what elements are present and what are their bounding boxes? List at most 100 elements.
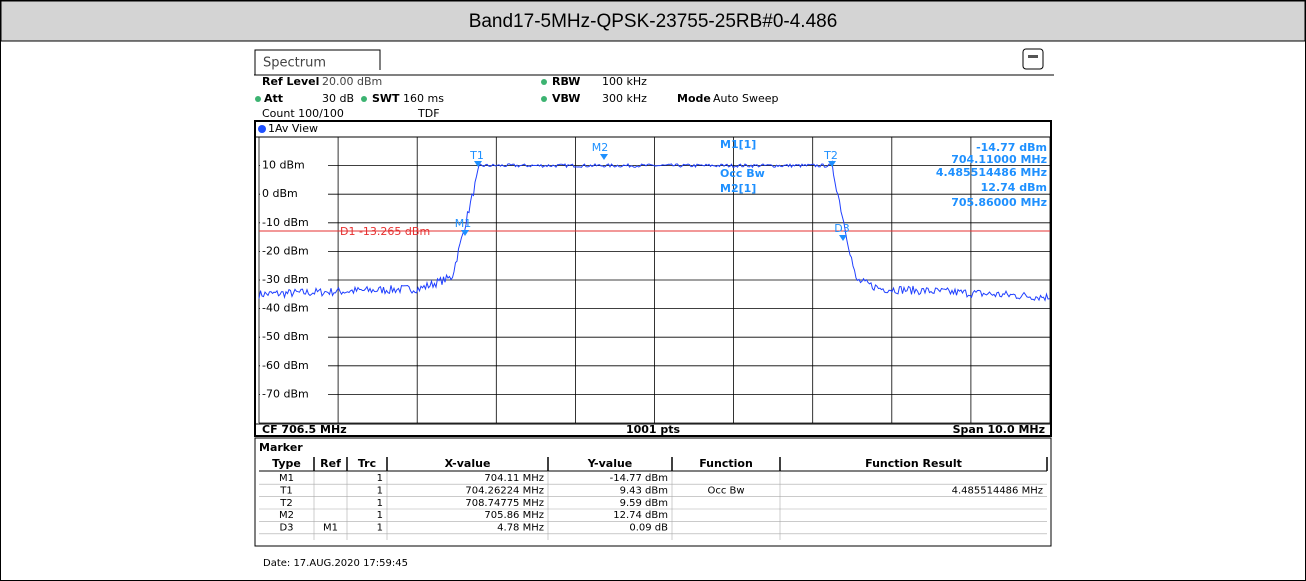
table-cell: T1 bbox=[279, 485, 292, 496]
trace bbox=[258, 160, 1050, 302]
header-title: Band17-5MHz-QPSK-23755-25RB#0-4.486 bbox=[469, 11, 838, 32]
table-cell: D3 bbox=[279, 523, 293, 534]
footer-cf: CF 706.5 MHz bbox=[262, 423, 347, 436]
tab-label: Spectrum bbox=[263, 56, 326, 71]
column-header: Function bbox=[699, 457, 753, 470]
table-cell: 704.26224 MHz bbox=[465, 485, 544, 496]
tab-outline bbox=[254, 49, 381, 75]
setting-dot bbox=[255, 96, 261, 102]
table-cell: 1 bbox=[377, 473, 383, 484]
setting-value: 300 kHz bbox=[602, 92, 647, 105]
y-label: 0 dBm bbox=[262, 187, 298, 200]
y-label: -40 dBm bbox=[262, 302, 309, 315]
readout: M1[1] -14.77 dBm 704.11000 MHz Occ Bw 4.… bbox=[720, 138, 1047, 209]
y-label-bg bbox=[260, 387, 328, 402]
table-cell: Occ Bw bbox=[707, 485, 744, 496]
column-header: Type bbox=[272, 457, 301, 470]
table-cell: 704.11 MHz bbox=[484, 473, 544, 484]
setting-dot bbox=[361, 96, 367, 102]
view-dot bbox=[258, 125, 266, 133]
setting-label: SWT bbox=[372, 92, 400, 105]
plot-marker-arrow bbox=[474, 161, 482, 167]
table-cell: 9.59 dBm bbox=[620, 498, 668, 509]
grid: 10 dBm 0 dBm -10 dBm -20 dBm -30 dBm -40 dBm -… bbox=[258, 136, 1051, 424]
table-title: Marker bbox=[259, 441, 303, 454]
setting-value: 100 kHz bbox=[602, 75, 647, 88]
date: Date: 17.AUG.2020 17:59:45 bbox=[263, 558, 408, 569]
setting-label: Att bbox=[264, 92, 283, 105]
setting-label: RBW bbox=[552, 75, 580, 88]
plot-marker-label: T2 bbox=[823, 149, 838, 162]
y-label: -50 dBm bbox=[262, 330, 309, 343]
table-cell: 4.78 MHz bbox=[497, 523, 544, 534]
y-label-bg bbox=[260, 358, 328, 373]
table-cell: 1 bbox=[377, 498, 383, 509]
y-label-bg bbox=[260, 330, 328, 345]
table-cell: 1 bbox=[377, 485, 383, 496]
y-label: -10 dBm bbox=[262, 216, 309, 229]
menu-icon[interactable] bbox=[1022, 48, 1044, 70]
setting-label: Ref Level bbox=[262, 75, 319, 88]
setting-label: VBW bbox=[552, 92, 580, 105]
plot-marker-label: M2 bbox=[592, 141, 609, 154]
table-cell: 708.74775 MHz bbox=[465, 498, 544, 509]
readout-value: -14.77 dBm bbox=[976, 141, 1047, 154]
menu-icon-bar bbox=[1028, 55, 1038, 58]
marker-table: Type Ref Trc X-value Y-value Function Function… bbox=[259, 457, 1048, 540]
table-cell: M1 bbox=[323, 523, 338, 534]
table-cell: 9.43 dBm bbox=[620, 485, 668, 496]
footer-pts: 1001 pts bbox=[626, 423, 681, 436]
column-header: X-value bbox=[445, 457, 491, 470]
readout-label: M1[1] bbox=[720, 138, 756, 151]
plot-frame bbox=[254, 120, 1052, 437]
y-label: -60 dBm bbox=[262, 359, 309, 372]
marker-table-frame bbox=[254, 437, 1052, 547]
column-header: Y-value bbox=[587, 457, 633, 470]
y-label: -30 dBm bbox=[262, 273, 309, 286]
plot-marker-label: M1 bbox=[455, 217, 472, 230]
plot-marker-arrow bbox=[461, 230, 469, 236]
table-cell: 705.86 MHz bbox=[484, 510, 544, 521]
readout-label: M2[1] bbox=[720, 182, 756, 195]
table-cell: 4.485514486 MHz bbox=[952, 485, 1043, 496]
table-cell: M1 bbox=[279, 473, 294, 484]
y-label-bg bbox=[260, 215, 328, 230]
y-label-bg bbox=[260, 273, 328, 287]
setting-value: 160 ms bbox=[403, 92, 444, 105]
view-label: 1Av View bbox=[268, 122, 318, 135]
plot-marker-arrow bbox=[839, 235, 847, 241]
table-cell: -14.77 dBm bbox=[610, 473, 668, 484]
header-bar bbox=[0, 0, 1306, 42]
y-label-bg bbox=[260, 301, 328, 316]
setting-dot bbox=[541, 79, 547, 85]
y-label: -20 dBm bbox=[262, 244, 309, 257]
footer-span: Span 10.0 MHz bbox=[953, 423, 1045, 436]
y-label-bg bbox=[260, 244, 328, 259]
readout-value: 4.485514486 MHz bbox=[936, 166, 1047, 179]
table-cell: 1 bbox=[377, 510, 383, 521]
y-label-bg bbox=[260, 187, 328, 202]
table-cell: 12.74 dBm bbox=[613, 510, 668, 521]
plot-marker-arrow bbox=[600, 154, 608, 160]
y-label: 10 dBm bbox=[262, 159, 305, 172]
count: Count 100/100 bbox=[262, 107, 344, 120]
d1-label: D1 -13.265 dBm bbox=[340, 225, 430, 238]
plot-marker-arrow bbox=[828, 161, 836, 167]
column-header: Ref bbox=[320, 457, 341, 470]
settings: Ref Level 20.00 dBm Att 30 dB SWT 160 ms… bbox=[255, 75, 779, 120]
y-label: -70 dBm bbox=[262, 387, 309, 400]
readout-label: Occ Bw bbox=[720, 167, 765, 180]
table-cell: 0.09 dB bbox=[629, 523, 668, 534]
column-header: Trc bbox=[358, 457, 376, 470]
column-header: Function Result bbox=[865, 457, 962, 470]
table-cell: T2 bbox=[279, 498, 292, 509]
y-label-bg bbox=[260, 158, 328, 173]
setting-value: Auto Sweep bbox=[713, 92, 779, 105]
setting-value: 30 dB bbox=[322, 92, 354, 105]
plot-marker-label: D3 bbox=[834, 222, 849, 235]
table-cell: 1 bbox=[377, 523, 383, 534]
plot-markers: T1 M1 M2 T2 D3 bbox=[455, 141, 850, 241]
setting-label: Mode bbox=[677, 92, 711, 105]
